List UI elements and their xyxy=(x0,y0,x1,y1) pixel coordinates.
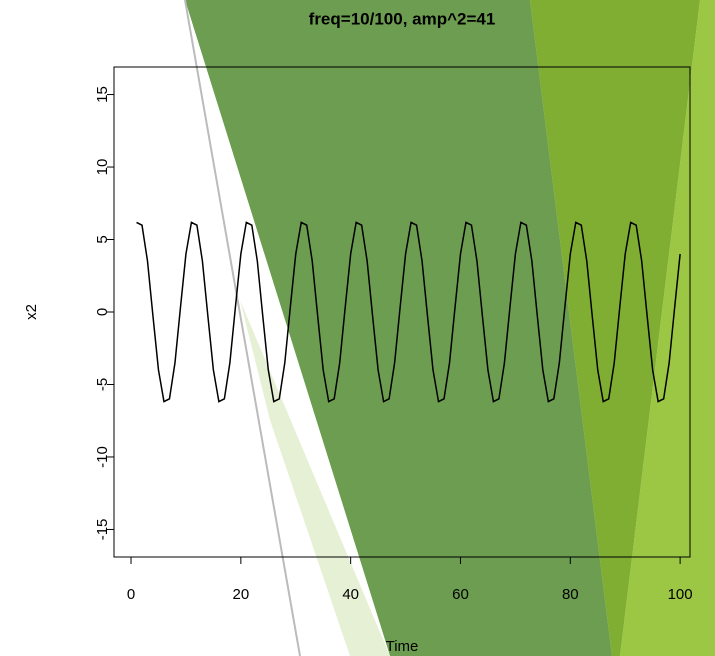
y-axis-label: x2 xyxy=(23,304,40,320)
y-tick-label: 10 xyxy=(94,159,111,176)
bg-shape xyxy=(240,300,390,656)
x-tick-label: 100 xyxy=(668,586,693,603)
bg-shape xyxy=(620,0,715,656)
y-tick-label: 5 xyxy=(94,235,111,243)
x-tick-label: 40 xyxy=(342,586,359,603)
y-tick-label: 15 xyxy=(94,86,111,103)
bg-line xyxy=(184,0,301,656)
bg-shape xyxy=(530,0,700,656)
x-tick-label: 80 xyxy=(562,586,579,603)
x-tick-label: 0 xyxy=(127,586,135,603)
y-tick-label: -5 xyxy=(94,378,111,391)
chart-title: freq=10/100, amp^2=41 xyxy=(309,9,496,28)
y-tick-label: -10 xyxy=(94,446,111,468)
x-axis-label: Time xyxy=(386,638,419,655)
series-line xyxy=(136,221,681,403)
y-tick-label: -15 xyxy=(94,519,111,541)
y-tick-label: 0 xyxy=(94,308,111,316)
x-tick-label: 60 xyxy=(452,586,469,603)
x-tick-label: 20 xyxy=(232,586,249,603)
